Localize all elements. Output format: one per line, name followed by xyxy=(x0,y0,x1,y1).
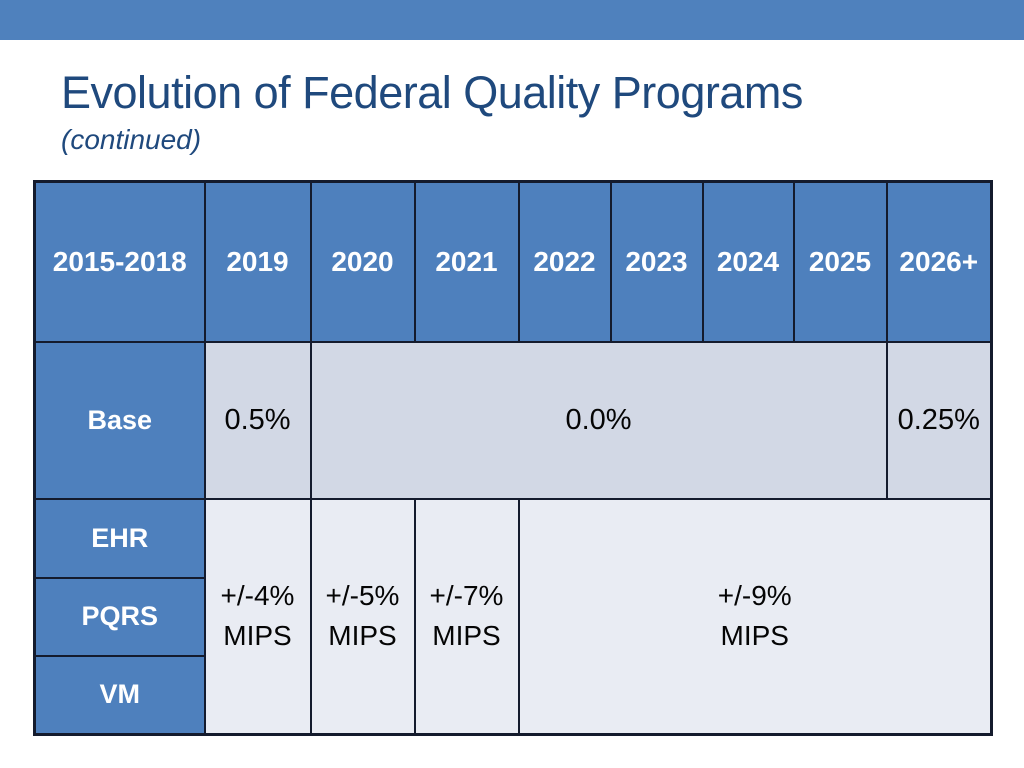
page-title: Evolution of Federal Quality Programs xyxy=(61,67,803,118)
base-value-2020-2025: 0.0% xyxy=(309,340,888,500)
mips-value-2022-2026-plus: +/-9% MIPS xyxy=(517,497,993,736)
program-label-vm: VM xyxy=(33,654,206,736)
federal-quality-programs-table: 2015-2018 2019 2020 2021 2022 2023 2024 … xyxy=(33,180,993,736)
top-accent-bar xyxy=(0,0,1024,40)
year-header-2023: 2023 xyxy=(609,180,704,343)
table-row-base: Base 0.5% 0.0% 0.25% xyxy=(33,340,993,500)
program-label-ehr: EHR xyxy=(33,497,206,579)
base-row-label: Base xyxy=(33,340,206,500)
year-header-2015-2018: 2015-2018 xyxy=(33,180,206,343)
year-header-2026-plus: 2026+ xyxy=(885,180,993,343)
year-header-2020: 2020 xyxy=(309,180,416,343)
page-subtitle: (continued) xyxy=(61,123,202,155)
table-row-ehr: EHR +/-4% MIPS +/-5% MIPS +/-7% MIPS +/-… xyxy=(33,497,993,736)
year-header-2024: 2024 xyxy=(701,180,795,343)
year-header-2021: 2021 xyxy=(413,180,520,343)
table-row-pqrs: PQRS xyxy=(33,576,992,657)
mips-value-2021: +/-7% MIPS xyxy=(413,497,520,736)
program-label-pqrs: PQRS xyxy=(33,576,206,657)
year-header-2022: 2022 xyxy=(517,180,612,343)
mips-value-2020: +/-5% MIPS xyxy=(309,497,416,736)
title-block: Evolution of Federal Quality Programs (c… xyxy=(61,68,803,156)
base-value-2019: 0.5% xyxy=(203,340,312,500)
table-row-years: 2015-2018 2019 2020 2021 2022 2023 2024 … xyxy=(33,180,993,343)
year-header-2025: 2025 xyxy=(792,180,888,343)
year-header-2019: 2019 xyxy=(203,180,312,343)
base-value-2026-plus: 0.25% xyxy=(885,340,993,500)
mips-value-2019: +/-4% MIPS xyxy=(203,497,312,736)
table-row-vm: VM xyxy=(33,654,992,736)
